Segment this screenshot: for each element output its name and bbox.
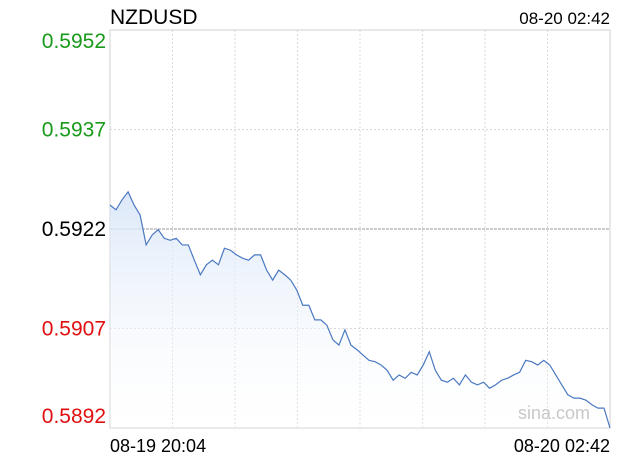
y-tick-label: 0.5952 (42, 30, 106, 53)
x-start-label: 08-19 20:04 (110, 436, 206, 456)
watermark: sina.com (518, 403, 590, 423)
price-line (109, 190, 611, 429)
y-tick-label: 0.5922 (42, 218, 106, 241)
x-end-label: 08-20 02:42 (514, 436, 610, 456)
y-tick-label: 0.5937 (42, 119, 106, 142)
chart-title: NZDUSD (110, 6, 198, 29)
timestamp: 08-20 02:42 (519, 9, 610, 28)
y-tick-label: 0.5892 (42, 405, 106, 428)
y-tick-label: 0.5907 (42, 318, 106, 341)
price-area (110, 191, 610, 428)
